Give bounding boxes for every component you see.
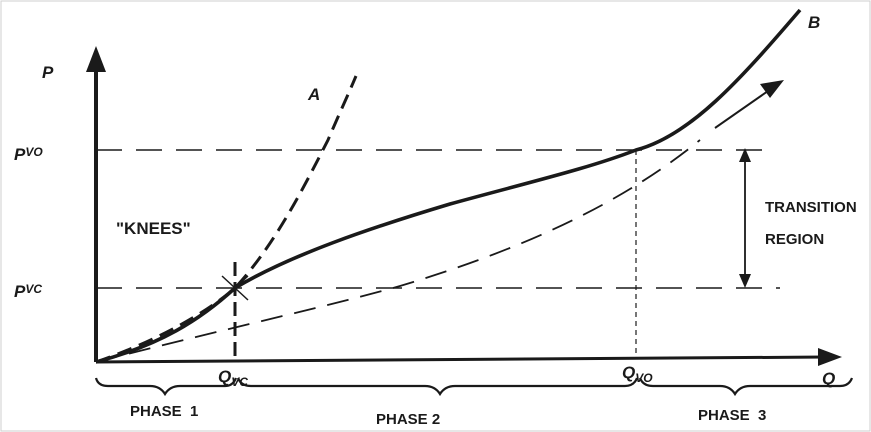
transition-down-arrow-icon — [739, 274, 751, 288]
x-axis-label: Q — [822, 369, 835, 388]
phase1-brace — [94, 377, 238, 397]
knees-label: "KNEES" — [116, 219, 191, 238]
phase2-label: PHASE 2 — [376, 411, 440, 428]
qvc-label: QVC — [218, 367, 248, 389]
transition-label-line1: TRANSITION — [765, 199, 857, 216]
phase2-brace — [236, 377, 639, 397]
qvo-label: QVO — [622, 363, 653, 385]
phase3-brace — [638, 377, 854, 397]
phase3-label: PHASE 3 — [698, 407, 766, 424]
knee-marker-2 — [221, 275, 249, 301]
curve-lower-dashed — [95, 139, 701, 363]
y-axis-label: P — [42, 63, 54, 82]
transition-label-line2: REGION — [765, 231, 824, 248]
curve-b — [95, 8, 802, 364]
phase1-label: PHASE 1 — [130, 403, 198, 420]
curve-b-label: B — [808, 13, 820, 32]
transition-up-arrow-icon — [739, 148, 751, 162]
x-axis-arrow-icon — [818, 348, 842, 366]
y-axis-arrow-icon — [86, 46, 106, 72]
pvc-label: PVC — [14, 282, 42, 301]
x-axis — [95, 355, 827, 364]
pvo-label: PVO — [14, 145, 43, 164]
trend-arrow-icon — [760, 80, 784, 98]
curve-a-label: A — [307, 85, 320, 104]
